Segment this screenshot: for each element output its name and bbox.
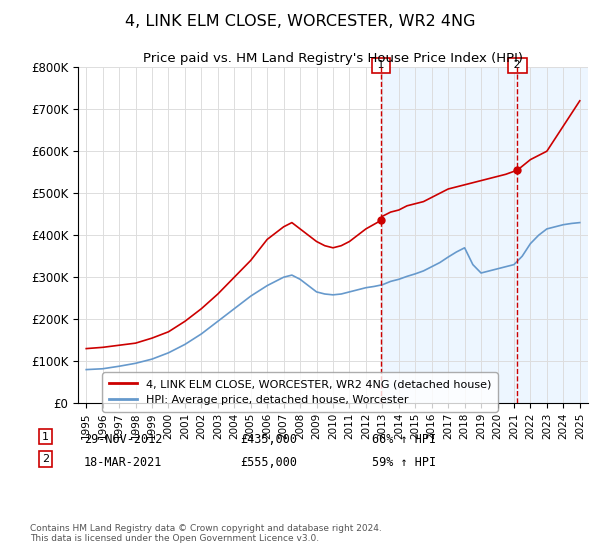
Text: 2: 2	[511, 60, 524, 71]
Text: 2: 2	[42, 454, 49, 464]
Title: Price paid vs. HM Land Registry's House Price Index (HPI): Price paid vs. HM Land Registry's House …	[143, 52, 523, 64]
Bar	[381, 67, 596, 403]
Text: 4, LINK ELM CLOSE, WORCESTER, WR2 4NG: 4, LINK ELM CLOSE, WORCESTER, WR2 4NG	[125, 14, 475, 29]
Text: £555,000: £555,000	[240, 455, 297, 469]
Text: 29-NOV-2012: 29-NOV-2012	[84, 433, 163, 446]
Text: Contains HM Land Registry data © Crown copyright and database right 2024.
This d: Contains HM Land Registry data © Crown c…	[30, 524, 382, 543]
Text: £435,000: £435,000	[240, 433, 297, 446]
Text: 1: 1	[42, 432, 49, 442]
Legend: 4, LINK ELM CLOSE, WORCESTER, WR2 4NG (detached house), HPI: Average price, deta: 4, LINK ELM CLOSE, WORCESTER, WR2 4NG (d…	[103, 372, 497, 412]
Text: 18-MAR-2021: 18-MAR-2021	[84, 455, 163, 469]
Text: 66% ↑ HPI: 66% ↑ HPI	[372, 433, 436, 446]
Text: 1: 1	[374, 60, 388, 71]
Text: 59% ↑ HPI: 59% ↑ HPI	[372, 455, 436, 469]
